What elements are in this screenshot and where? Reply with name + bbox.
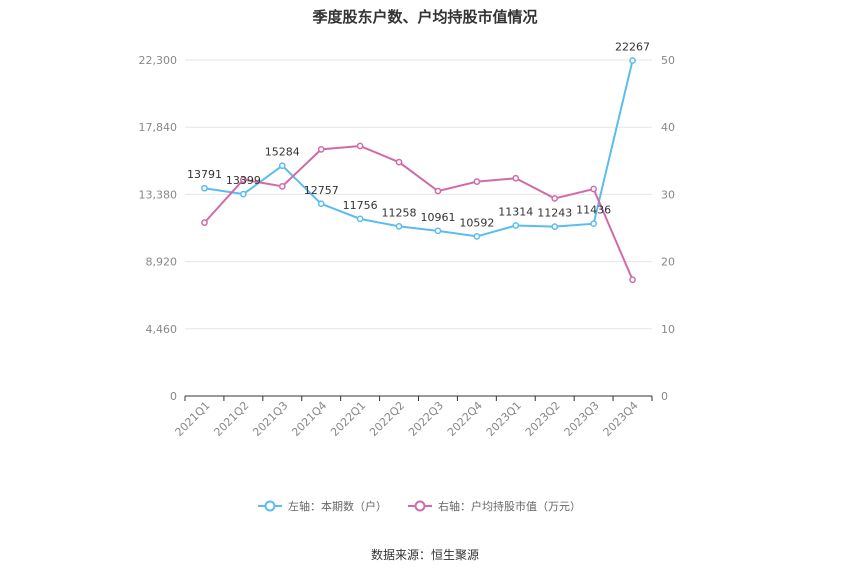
point-right-series — [551, 195, 559, 202]
point-right-series — [395, 158, 403, 166]
left-axis-tick-label: 0 — [170, 390, 177, 403]
data-source: 数据来源：恒生聚源 — [370, 548, 479, 562]
point-right-series — [278, 182, 286, 190]
data-label: 11314 — [498, 206, 533, 219]
data-label: 15284 — [265, 146, 300, 159]
data-label: 10592 — [459, 216, 494, 229]
data-label: 11436 — [576, 204, 611, 217]
point-right-series — [240, 176, 247, 183]
chart-title: 季度股东户数、户均持股市值情况 — [312, 8, 538, 26]
point-right-series — [434, 187, 442, 195]
data-label: 22267 — [615, 40, 650, 53]
data-label: 13791 — [187, 168, 222, 181]
left-axis-tick-label: 22,300 — [139, 54, 178, 67]
x-axis-category-label: 2023Q1 — [484, 399, 524, 439]
point-left-series — [551, 223, 559, 230]
data-label: 11243 — [537, 207, 572, 220]
point-right-series — [201, 219, 208, 226]
data-labels: 13791 13399 15284 12757 11756 11258 10961 10592… — [187, 40, 650, 229]
data-label: 13399 — [226, 174, 261, 187]
data-label: 11756 — [343, 199, 378, 212]
point-left-series — [201, 184, 208, 192]
point-left-series — [434, 227, 442, 235]
left-axis-tick-label: 4,460 — [146, 323, 178, 336]
right-axis-tick-label: 40 — [661, 121, 675, 134]
point-left-series — [356, 215, 364, 223]
right-axis-tick-label: 0 — [661, 390, 668, 403]
point-right-series — [590, 185, 597, 193]
x-axis-category-label: 2021Q2 — [211, 399, 251, 439]
x-axis-category-label: 2021Q1 — [173, 399, 213, 439]
series — [201, 57, 636, 284]
x-axis-category-label: 2021Q4 — [289, 399, 329, 439]
left-axis-tick-label: 8,920 — [146, 256, 178, 269]
point-left-series — [395, 223, 403, 230]
x-axis-category-label: 2022Q1 — [328, 399, 368, 439]
legend-marker — [414, 500, 426, 512]
point-left-series — [590, 220, 597, 228]
data-label: 11258 — [382, 206, 417, 219]
line-right-series — [203, 144, 634, 281]
data-label: 10961 — [420, 211, 455, 224]
legend-label: 左轴：本期数（户） — [288, 499, 387, 513]
x-axis-category-label: 2022Q3 — [406, 399, 446, 439]
point-right-series — [317, 146, 325, 153]
point-left-series — [278, 162, 286, 170]
x-axis-category-label: 2023Q4 — [601, 399, 641, 439]
grid-lines — [185, 59, 652, 330]
x-axis-category-label: 2023Q2 — [523, 399, 563, 439]
line-left-series — [204, 60, 634, 238]
x-axis-category-label: 2021Q3 — [250, 399, 290, 439]
point-left-series — [629, 57, 636, 64]
point-right-series — [629, 276, 636, 284]
right-axis-tick-label: 20 — [661, 256, 675, 269]
left-axis-tick-label: 17,840 — [139, 121, 178, 134]
right-axis-tick-label: 10 — [661, 323, 675, 336]
legend-marker — [264, 500, 276, 512]
legend-label: 右轴：户均持股市值（万元） — [438, 499, 581, 513]
point-right-series — [473, 178, 481, 185]
x-axis-category-label: 2022Q4 — [445, 399, 485, 439]
point-left-series — [240, 190, 247, 198]
axes: 0 4,460 8,920 13,380 17,840 22,300 0 10 20 30 40 50… — [139, 54, 676, 439]
legend: 左轴：本期数（户） 右轴：户均持股市值（万元） — [258, 499, 581, 513]
x-axis-category-label: 2023Q3 — [562, 399, 602, 439]
point-left-series — [512, 222, 520, 229]
point-left-series — [473, 233, 481, 240]
x-axis-category-label: 2022Q2 — [367, 399, 407, 439]
point-right-series — [356, 142, 364, 150]
right-axis-tick-label: 30 — [661, 188, 675, 201]
point-left-series — [317, 200, 325, 208]
point-right-series — [512, 174, 520, 182]
right-axis-tick-label: 50 — [661, 54, 675, 67]
left-axis-tick-label: 13,380 — [139, 188, 178, 201]
data-label: 12757 — [304, 184, 339, 197]
